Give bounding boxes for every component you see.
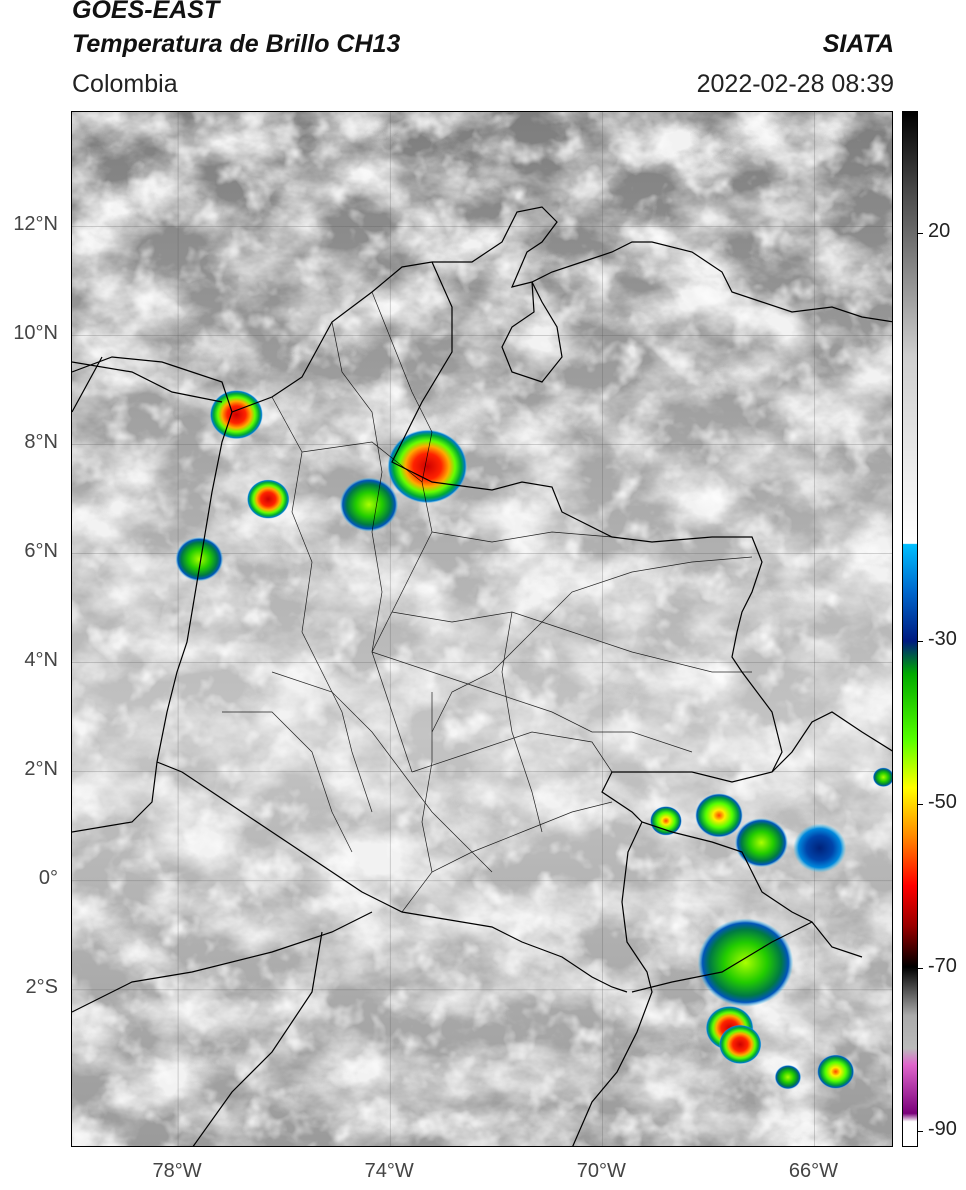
colorbar-tick-mark (918, 641, 923, 643)
product-title: Temperatura de Brillo CH13 (72, 30, 401, 58)
colorbar-tick-mark (918, 804, 923, 806)
department-borders (222, 291, 753, 913)
storm-cell (650, 806, 682, 836)
agency-label: SIATA (822, 30, 894, 58)
storm-cell (718, 1024, 762, 1065)
colorbar-tick-label: 20 (928, 220, 951, 243)
colorbar-tick-mark (918, 233, 923, 235)
lat-tick-label: 2°S (25, 975, 58, 998)
storm-cell (695, 793, 743, 838)
convective-cells (175, 390, 892, 1090)
colorbar-tick-mark (918, 967, 923, 969)
lat-tick-label: 2°N (24, 757, 58, 780)
colorbar-tick-label: -70 (928, 954, 957, 977)
satellite-title: GOES-EAST (72, 0, 220, 24)
graticule (72, 112, 892, 1146)
lat-tick-label: 0° (38, 866, 58, 889)
lon-tick-label: 66°W (788, 1160, 838, 1182)
storm-cell (209, 390, 263, 440)
lat-tick-label: 8°N (24, 430, 58, 453)
colorbar-tick-label: -90 (928, 1117, 957, 1140)
colorbar-tick-label: -50 (928, 791, 957, 814)
storm-cell (247, 479, 290, 519)
storm-cell (175, 537, 224, 582)
storm-cell (793, 823, 847, 873)
region-label: Colombia (72, 70, 178, 98)
storm-cell (339, 477, 399, 532)
lat-tick-label: 4°N (24, 648, 58, 671)
datetime-label: 2022-02-28 08:39 (696, 70, 894, 98)
lon-tick-label: 74°W (364, 1160, 414, 1182)
storm-cell (387, 429, 468, 504)
storm-cell (734, 818, 788, 868)
storm-cell (774, 1064, 802, 1090)
country-borders (72, 206, 892, 1146)
lat-tick-label: 10°N (13, 321, 58, 344)
storm-cell (872, 767, 892, 788)
storm-cell (697, 918, 794, 1007)
lat-tick-label: 6°N (24, 539, 58, 562)
map-canvas (72, 112, 892, 1146)
satellite-map[interactable] (71, 111, 893, 1147)
lon-tick-label: 70°W (576, 1160, 626, 1182)
colorbar-tick-label: -30 (928, 628, 957, 651)
lat-tick-label: 12°N (13, 212, 58, 235)
colorbar-tick-mark (918, 1130, 923, 1132)
lon-tick-label: 78°W (152, 1160, 202, 1182)
storm-cell (817, 1054, 855, 1089)
temperature-colorbar (902, 111, 918, 1147)
